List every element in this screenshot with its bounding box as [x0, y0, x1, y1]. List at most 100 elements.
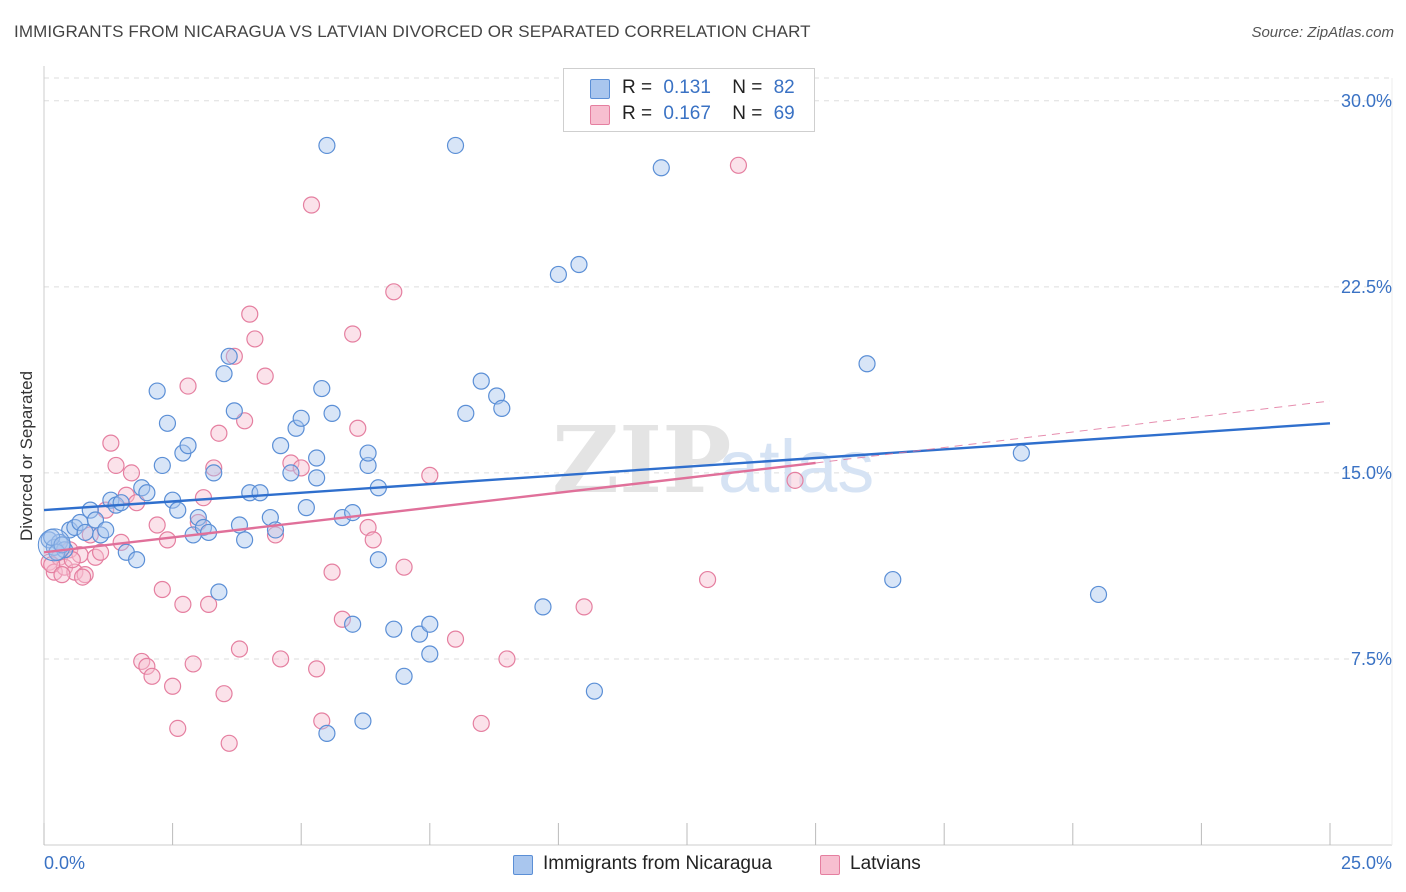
latvians-point — [174, 595, 192, 613]
legend-n-label: N = — [732, 103, 763, 124]
latvians-point — [91, 543, 110, 561]
nicaragua-point — [652, 159, 670, 177]
latvians-point — [179, 377, 197, 395]
legend-swatch-pink — [820, 855, 840, 875]
nicaragua-point — [323, 404, 341, 422]
nicaragua-point — [858, 355, 876, 373]
latvians-point — [446, 630, 465, 648]
latvians-point — [107, 456, 125, 475]
latvians-point — [421, 466, 439, 484]
latvians-point — [76, 566, 94, 584]
nicaragua-point — [385, 620, 403, 638]
nicaragua-point — [272, 437, 290, 455]
legend-r-value: 0.167 — [663, 103, 711, 124]
latvians-point — [472, 714, 490, 733]
correlation-legend: R = 0.131 N = 82 R = 0.167 N = 69 — [563, 68, 815, 132]
nicaragua-point — [410, 625, 429, 643]
nicaragua-point — [318, 136, 336, 155]
latvians-point — [102, 434, 120, 452]
latvians-point — [53, 566, 71, 584]
nicaragua-point — [457, 404, 475, 422]
latvians-point — [241, 305, 259, 323]
nicaragua-point — [585, 682, 604, 700]
x-tick-label: 0.0% — [44, 853, 85, 873]
latvians-point — [292, 459, 310, 477]
nicaragua-point — [359, 456, 377, 475]
latvians-point — [323, 563, 341, 581]
nicaragua-point — [472, 372, 490, 390]
latvians-trend-line — [43, 461, 816, 554]
nicaragua-point — [395, 667, 413, 685]
nicaragua-point — [251, 484, 269, 502]
latvians-point — [308, 660, 326, 678]
nicaragua-point — [570, 255, 588, 274]
latvians-point — [498, 650, 516, 668]
latvians-point — [133, 652, 151, 671]
nicaragua-point — [138, 484, 156, 502]
latvians-point — [266, 526, 285, 544]
latvians-point — [256, 367, 274, 385]
latvians-point — [138, 657, 156, 675]
latvians-point — [333, 610, 351, 628]
latvians-point — [282, 454, 300, 472]
nicaragua-point — [210, 583, 228, 601]
nicaragua-point — [292, 409, 310, 427]
legend-r-label: R = — [622, 77, 653, 98]
nicaragua-point — [359, 444, 377, 462]
nicaragua-point — [179, 437, 197, 455]
latvians-point — [158, 531, 177, 549]
nicaragua-point — [308, 469, 326, 487]
nicaragua-trend-line — [43, 422, 1331, 512]
nicaragua-point — [127, 551, 146, 569]
legend-swatch-blue — [590, 79, 610, 99]
chart-title: IMMIGRANTS FROM NICARAGUA VS LATVIAN DIV… — [14, 22, 811, 41]
latvians-point — [194, 489, 213, 507]
latvians-point — [395, 558, 413, 576]
latvians-point — [230, 640, 249, 658]
nicaragua-point — [534, 598, 552, 616]
latvians-point — [164, 677, 182, 695]
nicaragua-point — [205, 464, 223, 482]
latvians-point — [344, 325, 362, 343]
latvians-point — [236, 412, 254, 430]
nicaragua-point — [112, 494, 130, 512]
nicaragua-point — [158, 414, 177, 432]
nicaragua-point — [421, 615, 439, 633]
nicaragua-point — [287, 419, 305, 437]
watermark-atlas: atlas — [718, 425, 874, 508]
nicaragua-point — [189, 508, 207, 527]
y-tick-label: 15.0% — [1341, 463, 1392, 483]
legend-swatch-pink — [590, 105, 610, 125]
latvians-point — [729, 156, 748, 174]
latvians-point — [698, 570, 717, 589]
latvians-point — [272, 650, 290, 668]
watermark-zip: ZIP — [552, 406, 731, 514]
nicaragua-point — [549, 265, 568, 284]
latvians-trend-extension — [815, 400, 1331, 464]
latvians-point — [200, 595, 218, 613]
legend-r-label: R = — [622, 103, 653, 124]
latvians-point — [215, 685, 233, 703]
legend-n-value: 69 — [773, 103, 795, 124]
legend-n-label: N = — [732, 77, 763, 98]
nicaragua-point — [97, 521, 115, 539]
latvians-point — [220, 734, 238, 752]
legend-label-latvians: Latvians — [850, 853, 921, 874]
nicaragua-point — [344, 615, 362, 633]
nicaragua-point — [194, 518, 213, 537]
latvians-point — [385, 283, 403, 301]
nicaragua-point — [297, 499, 315, 517]
nicaragua-point — [884, 570, 902, 589]
nicaragua-point — [1089, 585, 1108, 604]
nicaragua-point — [446, 136, 465, 155]
latvians-point — [575, 598, 593, 616]
latvians-point — [210, 424, 228, 442]
x-tick-label: 25.0% — [1341, 853, 1392, 873]
y-tick-label: 22.5% — [1341, 277, 1392, 297]
nicaragua-point — [66, 518, 84, 537]
latvians-point — [122, 464, 141, 482]
nicaragua-point — [354, 712, 372, 730]
nicaragua-point — [308, 449, 326, 467]
